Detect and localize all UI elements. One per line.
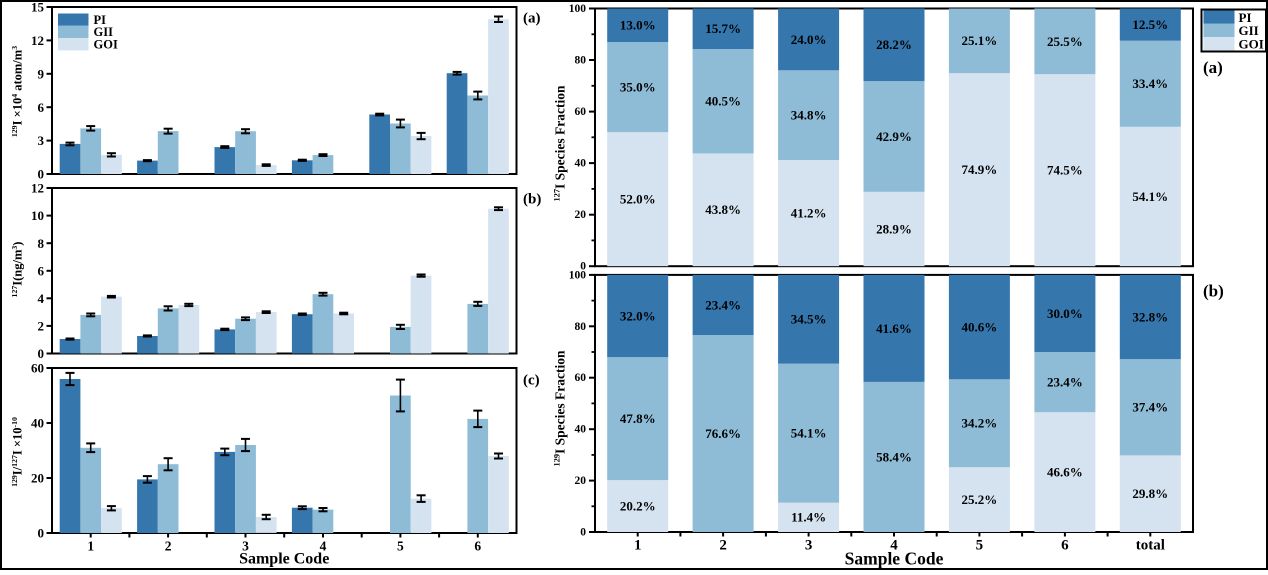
svg-text:54.1%: 54.1% (1132, 189, 1168, 204)
svg-text:0: 0 (38, 346, 45, 361)
svg-text:6: 6 (474, 539, 481, 554)
svg-text:5: 5 (397, 539, 404, 554)
svg-text:0: 0 (580, 261, 586, 273)
svg-text:42.9%: 42.9% (876, 129, 912, 144)
svg-text:PI: PI (94, 13, 107, 27)
svg-text:60: 60 (31, 361, 44, 376)
svg-text:80: 80 (575, 321, 587, 333)
svg-text:Sample Code: Sample Code (845, 549, 944, 569)
svg-text:0: 0 (38, 526, 45, 541)
svg-text:32.0%: 32.0% (620, 308, 656, 323)
svg-text:3: 3 (38, 133, 45, 148)
svg-text:25.2%: 25.2% (962, 492, 998, 507)
svg-text:0: 0 (580, 527, 586, 539)
svg-text:15.7%: 15.7% (705, 21, 741, 36)
svg-text:2: 2 (719, 538, 727, 554)
svg-text:6: 6 (38, 100, 45, 115)
svg-text:Sample Code: Sample Code (239, 551, 329, 568)
svg-text:11.4%: 11.4% (791, 510, 826, 525)
svg-text:52.0%: 52.0% (620, 192, 656, 207)
svg-text:(c): (c) (523, 373, 540, 389)
svg-text:47.8%: 47.8% (620, 411, 656, 426)
svg-text:23.4%: 23.4% (705, 297, 741, 312)
svg-text:129​I/127​I ×10-10​: 129​I/127​I ×10-10​ (10, 417, 25, 487)
svg-text:24.0%: 24.0% (791, 32, 827, 47)
svg-text:total: total (1136, 538, 1165, 554)
svg-text:GII: GII (94, 25, 114, 39)
svg-text:6: 6 (38, 263, 45, 278)
svg-text:9: 9 (38, 66, 45, 81)
svg-text:76.6%: 76.6% (705, 426, 741, 441)
svg-text:12: 12 (31, 181, 44, 196)
svg-text:37.4%: 37.4% (1132, 400, 1168, 415)
svg-text:35.0%: 35.0% (620, 80, 656, 95)
svg-text:41.6%: 41.6% (876, 321, 912, 336)
svg-text:28.9%: 28.9% (876, 221, 912, 236)
svg-text:40.6%: 40.6% (962, 320, 998, 335)
svg-text:GII: GII (1239, 23, 1259, 38)
svg-text:3: 3 (242, 539, 249, 554)
svg-text:5: 5 (976, 538, 984, 554)
svg-text:127​I(ng/m3​): 127​I(ng/m3​) (10, 242, 25, 298)
svg-text:(a): (a) (1203, 58, 1223, 77)
svg-text:10: 10 (31, 208, 44, 223)
svg-text:33.4%: 33.4% (1132, 76, 1168, 91)
svg-text:1: 1 (87, 539, 94, 554)
svg-text:127​I Species Fraction: 127​I Species Fraction (553, 85, 568, 202)
svg-text:34.2%: 34.2% (962, 416, 998, 431)
svg-text:41.2%: 41.2% (791, 206, 827, 221)
svg-text:13.0%: 13.0% (620, 18, 656, 33)
svg-text:20: 20 (575, 475, 587, 487)
svg-text:20: 20 (31, 471, 44, 486)
svg-text:12: 12 (31, 33, 44, 48)
svg-text:34.5%: 34.5% (791, 312, 827, 327)
svg-text:12.5%: 12.5% (1132, 17, 1168, 32)
svg-text:0: 0 (38, 167, 45, 182)
svg-text:54.1%: 54.1% (791, 426, 827, 441)
svg-text:4: 4 (890, 538, 898, 554)
svg-text:40: 40 (31, 416, 44, 431)
svg-text:30.0%: 30.0% (1047, 306, 1083, 321)
svg-text:1: 1 (634, 538, 642, 554)
svg-text:2: 2 (38, 319, 45, 334)
svg-text:60: 60 (575, 372, 587, 384)
svg-text:34.8%: 34.8% (791, 108, 827, 123)
svg-text:43.8%: 43.8% (705, 202, 741, 217)
svg-text:(a): (a) (523, 11, 541, 27)
svg-text:80: 80 (575, 55, 587, 67)
svg-text:3: 3 (805, 538, 813, 554)
svg-text:GOI: GOI (94, 37, 118, 51)
svg-text:40.5%: 40.5% (705, 94, 741, 109)
svg-text:(b): (b) (1203, 281, 1224, 300)
svg-text:74.9%: 74.9% (962, 162, 998, 177)
svg-text:60: 60 (575, 106, 587, 118)
svg-text:6: 6 (1061, 538, 1069, 554)
svg-text:(b): (b) (523, 192, 541, 208)
svg-text:20.2%: 20.2% (620, 498, 656, 513)
svg-text:58.4%: 58.4% (876, 449, 912, 464)
svg-text:74.5%: 74.5% (1047, 163, 1083, 178)
svg-text:4: 4 (320, 539, 327, 554)
svg-text:129​I Species Fraction: 129​I Species Fraction (553, 350, 568, 467)
svg-text:32.8%: 32.8% (1132, 310, 1168, 325)
svg-text:100: 100 (569, 3, 587, 15)
svg-text:25.5%: 25.5% (1047, 34, 1083, 49)
svg-text:100: 100 (569, 269, 587, 281)
svg-text:2: 2 (165, 539, 172, 554)
svg-text:25.1%: 25.1% (962, 33, 998, 48)
svg-text:8: 8 (38, 236, 45, 251)
svg-text:PI: PI (1239, 10, 1252, 25)
svg-text:40: 40 (575, 158, 587, 170)
svg-text:28.2%: 28.2% (876, 37, 912, 52)
svg-text:129​I ×104​ atom/m3​: 129​I ×104​ atom/m3​ (10, 46, 25, 137)
svg-text:4: 4 (38, 291, 45, 306)
svg-text:15: 15 (31, 0, 45, 15)
svg-text:23.4%: 23.4% (1047, 375, 1083, 390)
svg-text:29.8%: 29.8% (1132, 486, 1168, 501)
svg-text:20: 20 (575, 209, 587, 221)
svg-text:46.6%: 46.6% (1047, 465, 1083, 480)
svg-text:40: 40 (575, 424, 587, 436)
svg-text:GOI: GOI (1239, 36, 1264, 51)
